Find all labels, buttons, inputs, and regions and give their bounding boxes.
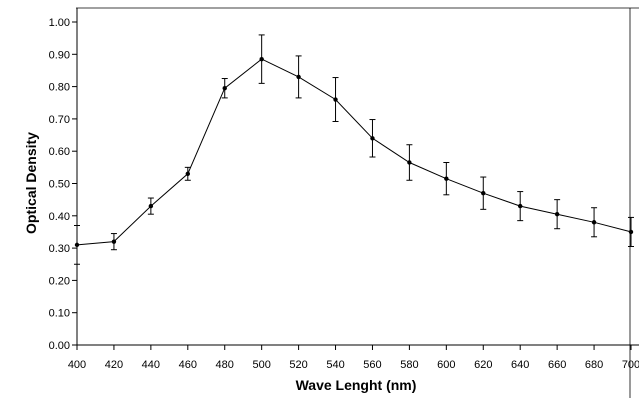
data-point [444,176,449,181]
x-tick-label: 480 [216,359,234,371]
series [74,56,634,248]
data-point [407,160,412,165]
y-tick-label: 0.50 [49,179,70,191]
data-point [185,171,190,177]
data-point [333,97,338,102]
data-point [591,220,597,225]
x-axis-ticks: 400 420 440 460 480 500 520 540 560 580 600 620 640 6… [68,345,639,371]
x-tick-label: 460 [179,359,197,371]
data-point [296,74,301,80]
x-tick-label: 660 [548,359,566,371]
y-tick-label: 0.10 [49,308,70,320]
data-point [554,211,560,217]
x-tick-label: 520 [289,359,307,371]
y-tick-label: 1.00 [49,17,70,29]
series-line [76,58,632,246]
x-tick-label: 440 [142,359,160,371]
y-tick-label: 0.30 [49,243,70,255]
x-tick-label: 400 [68,359,86,371]
y-tick-label: 0.60 [49,146,70,158]
data-point [111,239,117,244]
y-tick-label: 0.20 [49,275,70,287]
data-point [259,56,264,62]
x-tick-label: 540 [326,359,344,371]
data-point [74,242,80,248]
data-point [518,203,523,209]
x-tick-label: 620 [474,359,492,371]
x-tick-label: 560 [363,359,381,371]
data-point [148,203,154,209]
x-tick-label: 420 [105,359,123,371]
x-tick-label: 680 [585,359,603,371]
x-tick-label: 600 [437,359,455,371]
x-tick-label: 500 [252,359,270,371]
y-axis-title: Optical Density [23,132,39,234]
y-tick-label: 0.90 [49,49,70,61]
y-tick-label: 0.00 [49,340,70,352]
data-point [628,229,634,235]
x-axis-title: Wave Lenght (nm) [296,377,417,393]
x-tick-label: 640 [511,359,529,371]
data-point [481,190,486,196]
x-tick-label: 580 [400,359,418,371]
y-tick-label: 0.70 [49,114,70,126]
axes [76,8,639,346]
x-tick-label: 700 [622,359,639,371]
y-tick-label: 0.80 [49,82,70,94]
data-point [222,86,227,91]
y-tick-label: 0.40 [49,211,70,223]
y-axis-ticks: 0.00 0.10 0.20 0.30 0.40 0.50 0.60 0.70 0.80 0.90… [49,17,77,352]
data-point [370,136,375,141]
